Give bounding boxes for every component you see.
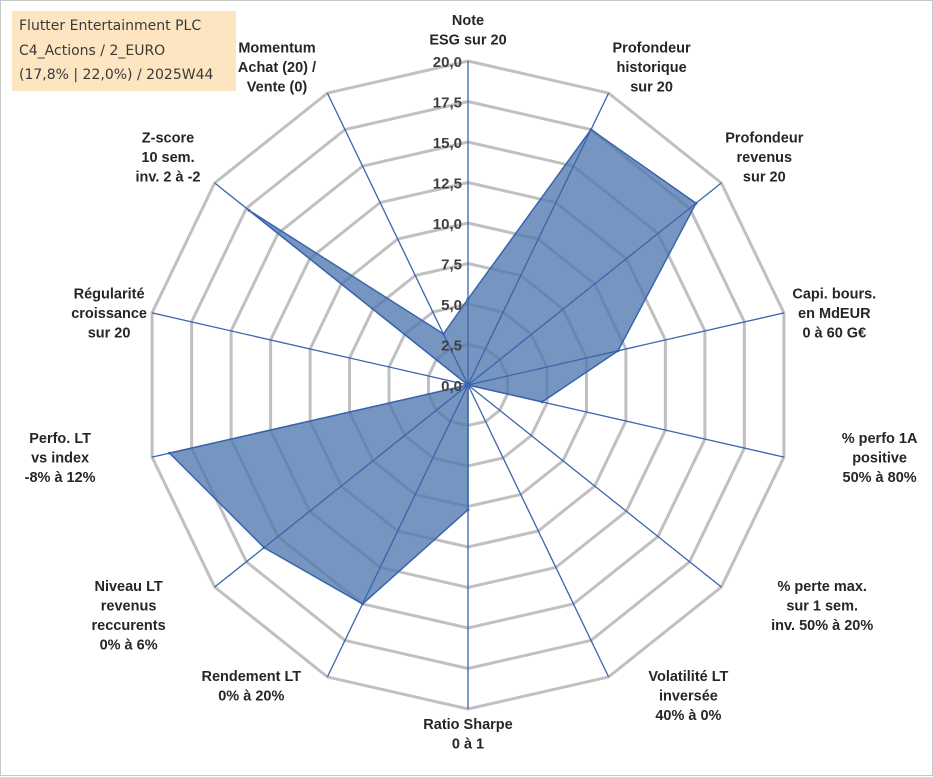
data-point-4 xyxy=(540,400,544,404)
axis-label-9-line-3: 0% à 6% xyxy=(100,638,158,654)
axis-label-4: % perfo 1A positive 50% à 80% xyxy=(842,431,918,486)
axis-label-13-line-0: Momentum xyxy=(238,41,315,57)
data-point-13 xyxy=(441,332,445,336)
axis-label-3-line-1: en MdEUR xyxy=(798,306,871,322)
axis-label-8-line-0: Rendement LT xyxy=(201,669,301,685)
axis-label-6: Volatilité LT inversée 40% à 0% xyxy=(648,669,728,724)
data-point-10 xyxy=(168,451,171,455)
data-point-1 xyxy=(589,128,593,132)
axis-label-8-line-1: 0% à 20% xyxy=(218,688,284,704)
axis-spoke-11 xyxy=(151,312,469,386)
axis-label-2-line-1: revenus xyxy=(736,150,792,166)
axis-label-6-line-0: Volatilité LT xyxy=(648,669,728,685)
axis-label-12: Z-score 10 sem. inv. 2 à -2 xyxy=(135,131,200,186)
info-box: Flutter Entertainment PLC C4_Actions / 2… xyxy=(12,11,236,91)
axis-spoke-1 xyxy=(467,92,610,386)
axis-label-11-line-1: croissance xyxy=(71,306,147,322)
axis-label-3-line-2: 0 à 60 G€ xyxy=(802,326,866,342)
tick-label-4: 10,0 xyxy=(433,216,462,233)
axis-label-10-line-0: Perfo. LT xyxy=(29,431,91,447)
data-point-0 xyxy=(466,297,470,301)
axis-label-9-line-2: reccurents xyxy=(92,618,166,634)
axis-label-5-line-1: sur 1 sem. xyxy=(786,599,858,615)
axis-label-6-line-1: inversée xyxy=(659,688,718,704)
axis-label-8: Rendement LT 0% à 20% xyxy=(201,669,301,705)
tick-label-6: 15,0 xyxy=(433,135,462,152)
axis-spoke-5 xyxy=(467,384,722,588)
axis-label-1: Profondeur historique sur 20 xyxy=(613,41,691,96)
axis-label-1-line-2: sur 20 xyxy=(630,80,673,96)
axis-label-12-line-0: Z-score xyxy=(142,131,194,147)
axis-label-2-line-2: sur 20 xyxy=(743,170,786,186)
axis-label-3-line-0: Capi. bours. xyxy=(792,287,876,303)
axis-label-1-line-1: historique xyxy=(617,60,687,76)
data-point-8 xyxy=(361,602,365,606)
axis-label-0-line-1: ESG sur 20 xyxy=(429,33,506,49)
info-period: (17,8% | 22,0%) / 2025W44 xyxy=(19,67,214,83)
axis-label-11-line-0: Régularité xyxy=(74,287,145,303)
axis-spoke-6 xyxy=(467,384,610,678)
tick-label-1: 2,5 xyxy=(441,338,462,355)
axis-label-2: Profondeur revenus sur 20 xyxy=(725,131,803,186)
data-point-7 xyxy=(466,508,470,512)
axis-label-0: Note ESG sur 20 xyxy=(429,13,506,49)
tick-label-0: 0,0 xyxy=(441,378,462,395)
axis-label-4-line-0: % perfo 1A xyxy=(842,431,918,447)
axis-label-11: Régularité croissance sur 20 xyxy=(71,287,147,342)
axis-label-2-line-0: Profondeur xyxy=(725,131,803,147)
data-point-3 xyxy=(616,349,620,353)
data-point-9 xyxy=(262,546,266,550)
axis-label-10-line-2: -8% à 12% xyxy=(25,470,96,486)
info-company: Flutter Entertainment PLC xyxy=(19,18,202,34)
axis-label-12-line-2: inv. 2 à -2 xyxy=(135,170,200,186)
axis-label-13-line-1: Achat (20) / xyxy=(238,60,316,76)
axis-label-1-line-0: Profondeur xyxy=(613,41,691,57)
axis-label-0-line-0: Note xyxy=(452,13,484,29)
axis-label-6-line-2: 40% à 0% xyxy=(655,708,721,724)
axis-label-7: Ratio Sharpe 0 à 1 xyxy=(423,717,512,753)
axis-label-11-line-2: sur 20 xyxy=(88,326,131,342)
axis-label-13-line-2: Vente (0) xyxy=(247,80,308,96)
info-category: C4_Actions / 2_EURO xyxy=(19,42,166,59)
axis-label-3: Capi. bours. en MdEUR 0 à 60 G€ xyxy=(792,287,876,342)
data-point-12 xyxy=(247,208,251,212)
axis-spoke-8 xyxy=(326,384,469,678)
axis-label-7-line-1: 0 à 1 xyxy=(452,737,484,753)
axis-spoke-10 xyxy=(151,384,469,458)
tick-label-7: 17,5 xyxy=(433,95,462,112)
data-point-11 xyxy=(466,383,470,387)
axis-label-9: Niveau LT revenus reccurents 0% à 6% xyxy=(92,579,166,654)
axis-spoke-4 xyxy=(467,384,785,458)
axis-label-13: Momentum Achat (20) / Vente (0) xyxy=(238,41,316,96)
axis-label-9-line-0: Niveau LT xyxy=(94,579,162,595)
tick-label-3: 7,5 xyxy=(441,257,462,274)
axis-label-12-line-1: 10 sem. xyxy=(141,150,194,166)
axis-label-4-line-1: positive xyxy=(852,450,907,466)
axis-spoke-13 xyxy=(326,92,469,386)
axis-label-5: % perte max. sur 1 sem. inv. 50% à 20% xyxy=(771,579,873,634)
axis-spoke-9 xyxy=(214,384,469,588)
axis-label-10-line-1: vs index xyxy=(31,450,89,466)
axis-label-5-line-2: inv. 50% à 20% xyxy=(771,618,873,634)
data-point-2 xyxy=(694,201,698,205)
axis-spoke-12 xyxy=(214,182,469,386)
axis-spoke-3 xyxy=(467,312,785,386)
axis-label-5-line-0: % perte max. xyxy=(777,579,866,595)
tick-label-2: 5,0 xyxy=(441,297,462,314)
axis-label-9-line-1: revenus xyxy=(101,599,157,615)
tick-label-8: 20,0 xyxy=(433,54,462,71)
axis-label-10: Perfo. LT vs index -8% à 12% xyxy=(25,431,96,486)
tick-label-5: 12,5 xyxy=(433,176,462,193)
axis-spoke-2 xyxy=(467,182,722,386)
axis-label-7-line-0: Ratio Sharpe xyxy=(423,717,512,733)
axis-label-4-line-2: 50% à 80% xyxy=(843,470,917,486)
